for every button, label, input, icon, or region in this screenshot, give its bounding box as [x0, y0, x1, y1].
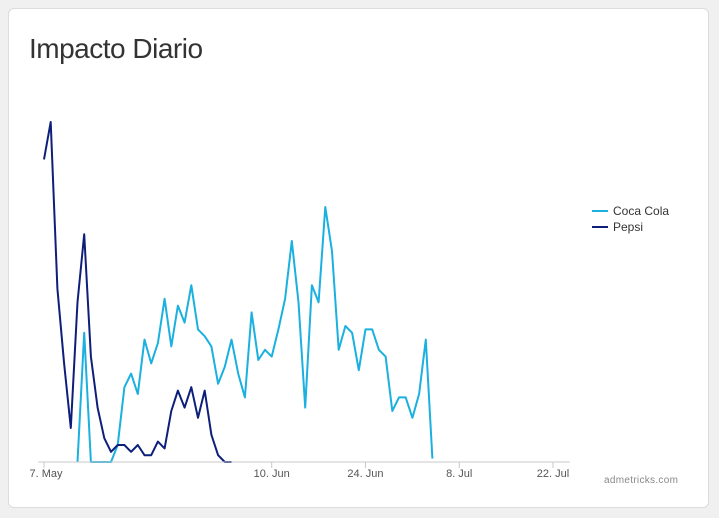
- legend-item-label[interactable]: Pepsi: [613, 220, 643, 234]
- chart-title: Impacto Diario: [29, 33, 203, 64]
- x-tick-label: 7. May: [29, 468, 63, 480]
- legend-item-label[interactable]: Coca Cola: [613, 204, 669, 218]
- chart-card: Impacto Diario: [8, 8, 709, 508]
- x-tick-label: 24. Jun: [347, 468, 383, 480]
- x-tick-label: 10. Jun: [254, 468, 290, 480]
- series-line-coca-cola[interactable]: [76, 206, 434, 463]
- credit-text: admetricks.com: [604, 475, 678, 486]
- x-tick-label: 22. Jul: [537, 468, 569, 480]
- series-line-pepsi[interactable]: [43, 121, 232, 463]
- x-tick-label: 8. Jul: [446, 468, 472, 480]
